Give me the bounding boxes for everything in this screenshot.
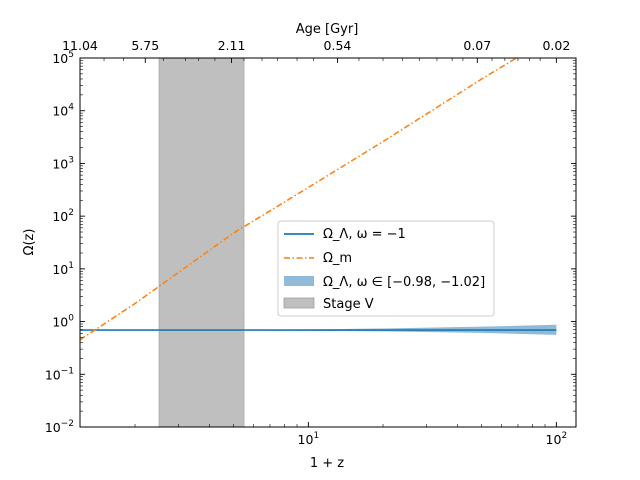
x-axis-label: 1 + z [310,456,344,471]
top-axis-label: Age [Gyr] [296,22,359,37]
y-tick-label: 10−2 [45,419,74,435]
stage-v-region [158,57,245,428]
x-tick-label: 101 [298,431,320,447]
y-tick-label: 105 [52,50,74,66]
top-tick-label: 0.02 [542,38,570,53]
top-tick-label: 11.04 [62,38,98,53]
legend-swatch-stage-v [283,297,315,309]
y-tick-label: 10−1 [45,366,74,382]
top-tick-label: 0.07 [463,38,491,53]
y-tick-label: 101 [52,261,74,277]
legend-label-omega-lambda: Ω_Λ, ω = −1 [323,227,406,242]
legend: Ω_Λ, ω = −1 Ω_m Ω_Λ, ω ∈ [−0.98, −1.02] … [277,220,495,317]
legend-label-stage-v: Stage V [323,297,374,312]
legend-frame [277,220,495,317]
y-tick-label: 100 [52,314,74,330]
y-tick-label: 103 [52,155,74,171]
legend-label-omega-m: Ω_m [323,251,352,266]
top-tick-label: 0.54 [324,38,352,53]
y-axis-label: Ω(z) [22,229,37,256]
top-tick-label: 5.75 [131,38,159,53]
plot-frame [79,57,577,428]
legend-swatch-band [284,276,314,286]
top-tick-label: 2.11 [218,38,246,53]
series-line-1 [80,58,517,341]
y-tick-label: 102 [52,208,74,224]
legend-label-band: Ω_Λ, ω ∈ [−0.98, −1.02] [323,275,485,290]
y-tick-label: 104 [52,103,74,119]
x-tick-label: 102 [546,431,568,447]
